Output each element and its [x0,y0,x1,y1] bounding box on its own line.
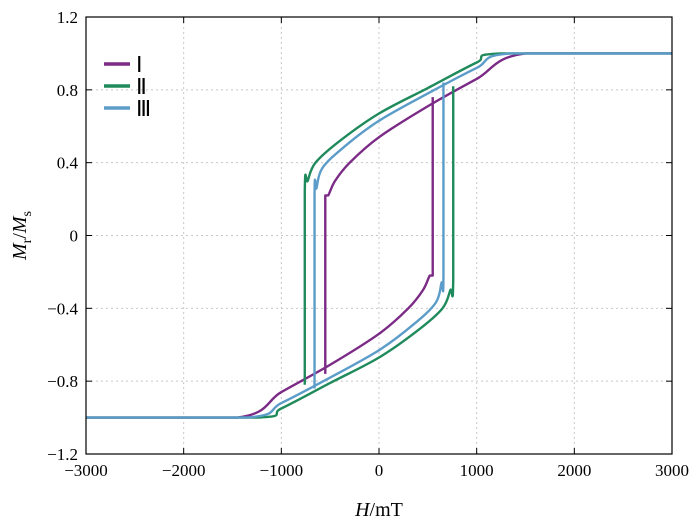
series-1-upper-branch [324,52,672,374]
y-axis-title-sep: / [9,233,31,239]
series-2 [86,52,672,419]
series-1-lower-branch [86,97,434,419]
series-curves [86,52,672,419]
series-3 [86,52,672,419]
series-2-lower-branch [86,86,455,419]
legend-label-1: Ⅰ [136,52,143,77]
y-tick-label: 1.2 [57,8,78,27]
y-axis-title-m2: M [9,215,31,234]
x-tick-label: 2000 [557,461,591,480]
y-axis-title: Mr/Ms [9,211,35,261]
x-tick-label: −3000 [64,461,108,480]
legend-label-2: Ⅱ [136,74,147,99]
y-tick-label: 0.4 [57,154,79,173]
y-tick-label: −0.8 [47,372,78,391]
x-tick-label: −1000 [260,461,304,480]
x-axis-title-unit: /mT [370,499,403,521]
series-3-upper-branch [313,52,672,389]
x-tick-label: 1000 [460,461,494,480]
y-tick-label: 0 [70,227,79,246]
series-2-upper-branch [303,52,672,385]
series-1 [86,52,672,419]
x-axis-title: H/mT [354,499,403,521]
x-tick-label: 3000 [655,461,689,480]
y-axis-title-sub1: r [20,238,35,243]
series-3-lower-branch [86,82,445,419]
y-tick-label: −1.2 [47,445,78,464]
x-tick-label: −2000 [162,461,206,480]
y-tick-label: 0.8 [57,81,78,100]
grid-lines [86,17,672,454]
y-tick-label: −0.4 [47,299,78,318]
x-axis-title-symbol: H [354,499,371,521]
axis-ticks: −3000 −2000 −1000 0 1000 2000 3000 −1.2 −0.8 −0.4… [47,8,689,480]
legend-label-3: Ⅲ [136,96,151,121]
y-axis-title-m1: M [9,242,31,261]
x-tick-label: 0 [375,461,384,480]
y-axis-title-sub2: s [20,211,35,216]
